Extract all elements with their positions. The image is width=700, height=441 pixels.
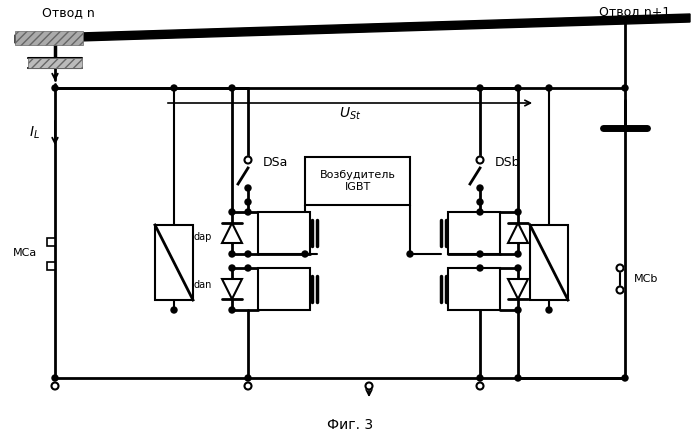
Circle shape bbox=[229, 307, 235, 313]
Bar bbox=[15, 31, 83, 45]
Polygon shape bbox=[508, 279, 528, 299]
Circle shape bbox=[171, 85, 177, 91]
Bar bbox=[258, 212, 310, 254]
Circle shape bbox=[515, 307, 521, 313]
Circle shape bbox=[622, 375, 628, 381]
Text: Ian: Ian bbox=[275, 284, 293, 294]
Circle shape bbox=[477, 209, 483, 215]
Circle shape bbox=[244, 157, 251, 164]
Circle shape bbox=[477, 251, 483, 257]
Circle shape bbox=[229, 85, 235, 91]
Circle shape bbox=[617, 287, 624, 294]
Circle shape bbox=[477, 185, 483, 191]
Text: MCb: MCb bbox=[634, 274, 659, 284]
Circle shape bbox=[52, 375, 58, 381]
Circle shape bbox=[52, 382, 59, 389]
Circle shape bbox=[365, 382, 372, 389]
Text: DSa: DSa bbox=[263, 156, 288, 168]
Circle shape bbox=[477, 375, 483, 381]
Circle shape bbox=[515, 251, 521, 257]
Circle shape bbox=[477, 85, 483, 91]
Text: Ibn: Ibn bbox=[466, 284, 483, 294]
Text: Отвод n: Отвод n bbox=[41, 7, 94, 19]
Text: Ibp: Ibp bbox=[466, 228, 482, 238]
Circle shape bbox=[229, 251, 235, 257]
Circle shape bbox=[477, 157, 484, 164]
Circle shape bbox=[617, 265, 624, 272]
Text: Фиг. 3: Фиг. 3 bbox=[327, 418, 373, 432]
Text: dbp: dbp bbox=[532, 232, 551, 242]
Circle shape bbox=[245, 251, 251, 257]
Circle shape bbox=[515, 265, 521, 271]
Bar bbox=[448, 268, 500, 310]
Circle shape bbox=[546, 85, 552, 91]
Circle shape bbox=[622, 85, 628, 91]
Circle shape bbox=[477, 382, 484, 389]
Polygon shape bbox=[15, 14, 690, 43]
Bar bbox=[155, 225, 193, 300]
Circle shape bbox=[515, 85, 521, 91]
Text: Отвод n+1: Отвод n+1 bbox=[599, 5, 671, 19]
Circle shape bbox=[244, 382, 251, 389]
Circle shape bbox=[477, 199, 483, 205]
Circle shape bbox=[229, 209, 235, 215]
Circle shape bbox=[546, 307, 552, 313]
Circle shape bbox=[515, 209, 521, 215]
Circle shape bbox=[171, 307, 177, 313]
Circle shape bbox=[302, 251, 308, 257]
Text: dap: dap bbox=[194, 232, 212, 242]
Text: dan: dan bbox=[194, 280, 212, 290]
Bar bbox=[530, 225, 568, 300]
Text: Iap: Iap bbox=[275, 228, 293, 238]
Text: MCa: MCa bbox=[13, 248, 37, 258]
Polygon shape bbox=[222, 279, 242, 299]
Circle shape bbox=[245, 199, 251, 205]
Bar bbox=[448, 212, 500, 254]
Circle shape bbox=[52, 85, 58, 91]
Circle shape bbox=[515, 375, 521, 381]
Circle shape bbox=[245, 265, 251, 271]
Text: DSb: DSb bbox=[495, 156, 521, 168]
Text: Va: Va bbox=[167, 258, 181, 268]
Bar bbox=[305, 157, 410, 205]
Bar bbox=[28, 58, 82, 68]
Circle shape bbox=[407, 251, 413, 257]
Polygon shape bbox=[222, 223, 242, 243]
Text: $U_{St}$: $U_{St}$ bbox=[339, 106, 361, 122]
Text: dbn: dbn bbox=[532, 280, 551, 290]
Circle shape bbox=[229, 265, 235, 271]
Circle shape bbox=[245, 209, 251, 215]
Text: $I_L$: $I_L$ bbox=[29, 125, 40, 141]
Bar bbox=[258, 268, 310, 310]
Text: Возбудитель
IGBT: Возбудитель IGBT bbox=[320, 170, 396, 192]
Circle shape bbox=[477, 265, 483, 271]
Text: Vb: Vb bbox=[542, 258, 557, 268]
Polygon shape bbox=[508, 223, 528, 243]
Bar bbox=[47, 262, 55, 270]
Bar bbox=[47, 238, 55, 246]
Circle shape bbox=[245, 375, 251, 381]
Circle shape bbox=[245, 185, 251, 191]
